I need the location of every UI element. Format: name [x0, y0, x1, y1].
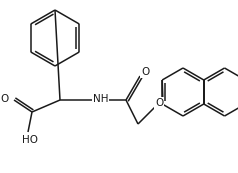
Text: O: O — [1, 94, 9, 104]
Text: O: O — [141, 67, 149, 77]
Text: HO: HO — [22, 135, 38, 145]
Text: NH: NH — [93, 94, 109, 104]
Text: O: O — [155, 98, 163, 108]
